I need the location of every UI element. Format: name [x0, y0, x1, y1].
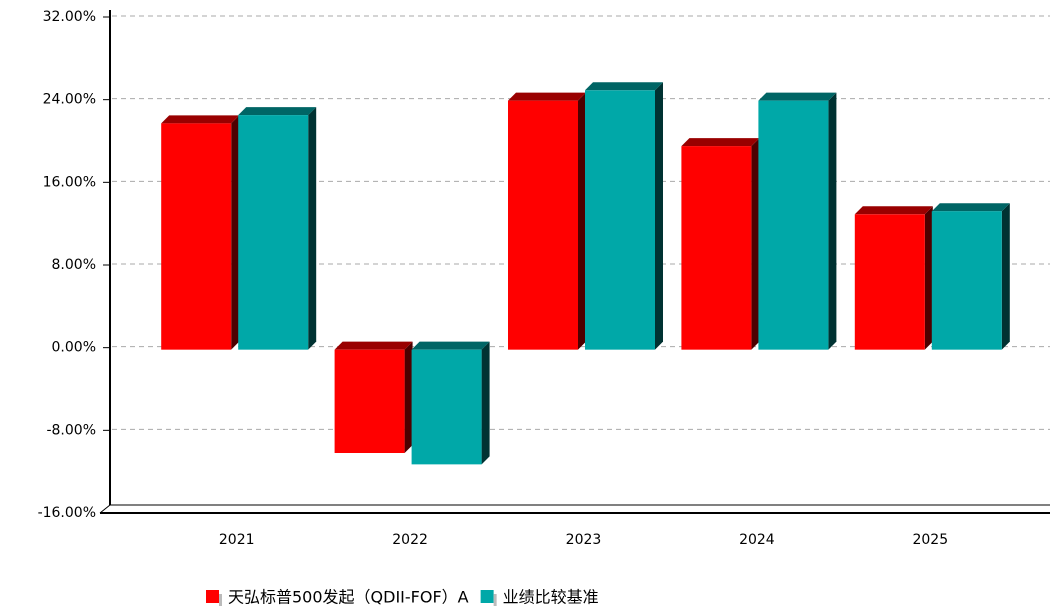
- legend-label: 业绩比较基准: [503, 588, 599, 607]
- bar-side: [578, 92, 586, 350]
- bar: [161, 123, 232, 350]
- legend-swatch-shadow: [219, 594, 222, 606]
- bar-side: [1001, 203, 1010, 350]
- x-tick-label: 2021: [219, 532, 255, 548]
- y-tick-label: 8.00%: [52, 257, 96, 273]
- bar-top: [931, 203, 1010, 212]
- bar-side: [404, 341, 413, 453]
- x-tick-label: 2024: [739, 532, 775, 548]
- bar: [585, 90, 655, 350]
- bar: [334, 349, 405, 453]
- bar-top: [334, 341, 413, 350]
- bar: [758, 100, 829, 350]
- y-tick-label: -16.00%: [38, 505, 96, 521]
- bar-top: [585, 82, 663, 91]
- bar-side: [924, 206, 933, 350]
- bar: [854, 214, 925, 350]
- bar-top: [411, 341, 490, 350]
- bar-side: [655, 82, 663, 350]
- x-tick-label: 2025: [912, 532, 948, 548]
- bar-side: [828, 92, 837, 350]
- y-tick-label: 16.00%: [43, 174, 96, 190]
- y-tick-label: -8.00%: [46, 422, 96, 438]
- y-tick-label: 32.00%: [43, 9, 96, 25]
- bar: [681, 146, 752, 350]
- bar: [931, 211, 1002, 350]
- bar-top: [681, 138, 760, 147]
- bar-top: [758, 92, 837, 101]
- x-tick-label: 2023: [566, 532, 602, 548]
- legend-swatch: [206, 590, 219, 603]
- bar-top: [161, 115, 240, 124]
- bar-side: [481, 341, 490, 465]
- bar-top: [508, 92, 586, 101]
- bar: [508, 100, 578, 350]
- legend-label: 天弘标普500发起（QDII-FOF）A: [228, 588, 469, 607]
- bar-top: [854, 206, 933, 215]
- floor-edge: [99, 504, 111, 514]
- legend-swatch-shadow: [493, 594, 497, 606]
- bar: [411, 349, 482, 465]
- y-tick-label: 0.00%: [52, 340, 96, 356]
- bar-side: [751, 138, 760, 350]
- bar: [238, 115, 309, 350]
- legend-swatch: [480, 590, 494, 603]
- bar-side: [308, 107, 317, 350]
- x-tick-label: 2022: [392, 532, 428, 548]
- bar-side: [231, 115, 240, 350]
- bar-top: [238, 107, 317, 116]
- y-tick-label: 24.00%: [43, 92, 96, 108]
